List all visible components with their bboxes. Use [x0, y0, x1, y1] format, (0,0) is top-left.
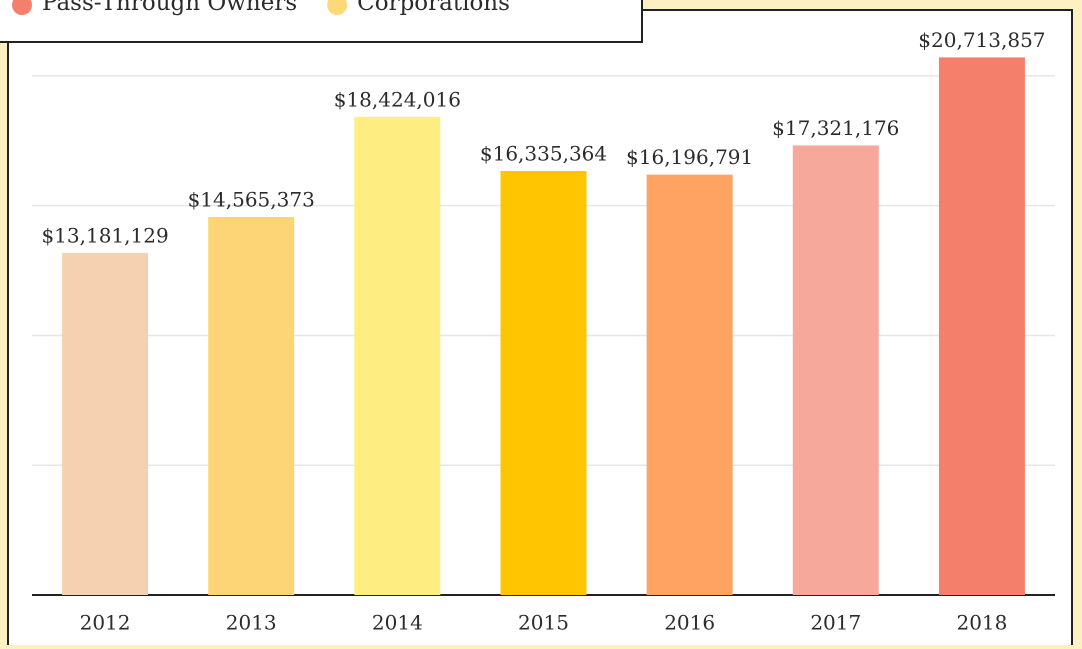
value-label: $17,321,176: [772, 116, 899, 140]
x-tick-label: 2015: [518, 611, 569, 635]
legend-label: Pass-Through Owners: [42, 0, 297, 16]
x-tick-label: 2013: [226, 611, 277, 635]
value-label: $20,713,857: [918, 28, 1045, 52]
value-label: $14,565,373: [188, 187, 315, 211]
bar: [354, 116, 441, 595]
bar: [62, 252, 149, 596]
legend-box: [0, 0, 643, 43]
x-tick-label: 2014: [372, 611, 423, 635]
bar: [938, 57, 1025, 596]
bar: [646, 174, 733, 596]
legend-swatch: [327, 0, 348, 15]
value-label: $16,335,364: [480, 142, 607, 166]
x-tick-label: 2017: [810, 611, 861, 635]
x-tick-label: 2016: [664, 611, 715, 635]
x-tick-label: 2018: [956, 611, 1007, 635]
bar: [792, 145, 879, 595]
legend-label: Corporations: [357, 0, 510, 16]
bar: [500, 171, 587, 595]
value-label: $13,181,129: [41, 223, 168, 247]
value-label: $16,196,791: [626, 145, 753, 169]
value-label: $18,424,016: [334, 87, 461, 111]
bar: [208, 216, 295, 595]
legend: Pass-Through Owners Corporations: [0, 0, 643, 43]
legend-swatch: [12, 0, 32, 15]
x-tick-label: 2012: [80, 611, 131, 635]
